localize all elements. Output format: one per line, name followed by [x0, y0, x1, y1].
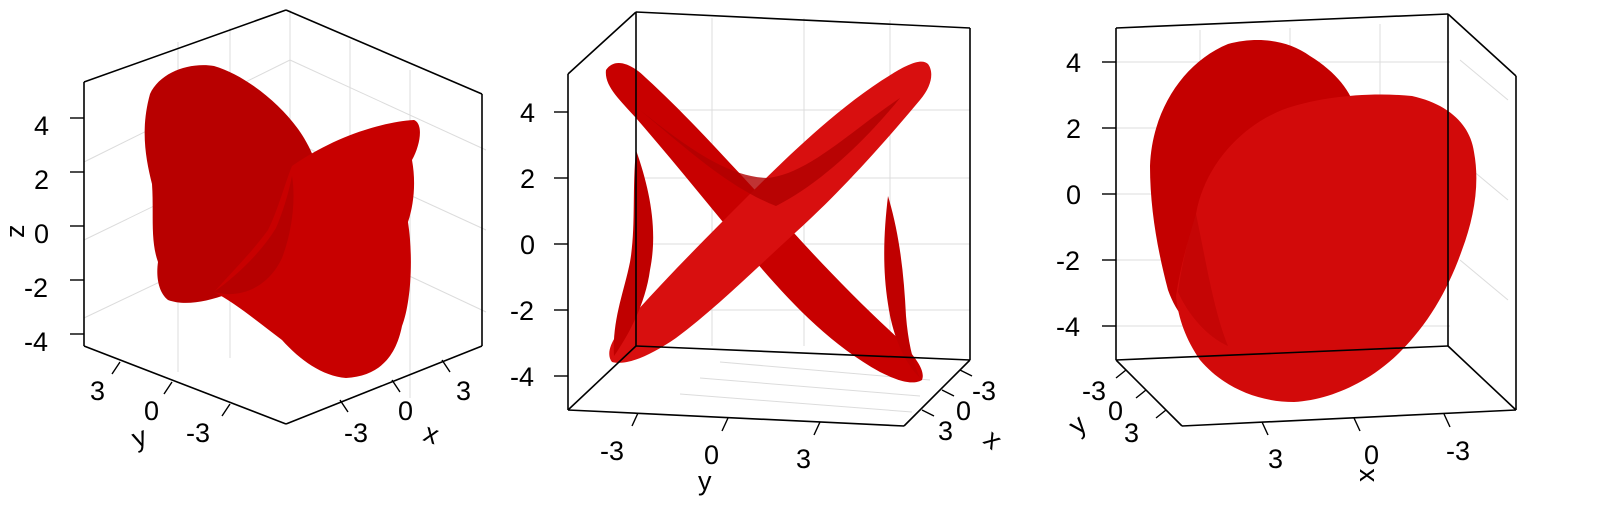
panel-3-y-tick: 0	[1108, 396, 1123, 426]
panel-1-x-tick: 0	[398, 396, 413, 426]
panel-1-x-axis: -3 0 3 x	[339, 359, 471, 450]
panel-1-y-tick: 0	[144, 396, 159, 426]
panel-3-x-tick: 3	[1268, 444, 1283, 474]
panel-2: 4 2 0 -2 -4 -3 0 3 y -3 0 3 x	[510, 11, 1008, 496]
panel-3-z-tick: 2	[1066, 114, 1081, 144]
panel-3-surface-shade	[1178, 214, 1228, 346]
panel-3-z-tick: -2	[1056, 246, 1080, 276]
panel-3-surface	[1150, 40, 1477, 402]
panel-2-z-tick: 0	[520, 230, 535, 260]
panel-2-z-tick: 4	[520, 98, 535, 128]
panel-3-x-axis: 3 0 -3 x	[1261, 413, 1470, 482]
panel-1-x-tick: -3	[344, 418, 368, 448]
panel-3-z-axis: 4 2 0 -2 -4	[1056, 48, 1116, 342]
panel-2-y-tick: 3	[796, 444, 811, 474]
panel-1-x-label: x	[420, 417, 443, 450]
panel-3-y-tick: 3	[1124, 418, 1139, 448]
panel-1-y-axis: 3 0 -3 y	[90, 361, 231, 454]
panel-2-surface-rim-right	[884, 196, 920, 378]
panel-2-z-axis: 4 2 0 -2 -4	[510, 98, 568, 392]
panel-2-surface-saddle	[640, 98, 900, 206]
panel-2-x-tick: 3	[938, 416, 953, 446]
panel-2-y-axis: -3 0 3 y	[600, 412, 821, 496]
panel-1-z-tick: -2	[24, 273, 48, 303]
panel-1-z-tick: 2	[34, 165, 49, 195]
panel-3: 4 2 0 -2 -4 -3 0 3 y 3 0 -3 x	[1056, 13, 1517, 482]
panel-1-y-tick: 3	[90, 376, 105, 406]
panel-1-z-label: z	[0, 225, 30, 239]
panel-2-x-tick: 0	[956, 396, 971, 426]
panel-1-surface-shade	[214, 176, 294, 295]
panel-3-x-label: x	[1350, 468, 1380, 482]
panel-3-y-label: y	[1063, 409, 1093, 441]
panel-3-surface-front-lobe	[1176, 94, 1477, 402]
panel-3-y-axis: -3 0 3 y	[1063, 369, 1167, 448]
panel-3-box	[1115, 13, 1517, 427]
panel-3-z-tick: 4	[1066, 48, 1081, 78]
panel-2-surface	[605, 61, 932, 383]
panel-2-y-tick: 0	[704, 440, 719, 470]
panel-2-y-label: y	[698, 466, 712, 496]
panel-2-z-tick: -2	[510, 296, 534, 326]
panel-1-x-tick: 3	[456, 376, 471, 406]
panel-2-x-label: x	[978, 424, 1008, 456]
panel-2-z-tick: -4	[510, 362, 534, 392]
panel-2-z-tick: 2	[520, 164, 535, 194]
panel-1-surface-lobe-right	[214, 120, 420, 378]
panel-1-z-tick: 0	[34, 219, 49, 249]
panel-1-y-tick: -3	[186, 418, 210, 448]
panel-3-z-tick: -4	[1056, 312, 1080, 342]
panel-3-x-tick: -3	[1446, 436, 1470, 466]
panel-3-x-tick: 0	[1364, 440, 1379, 470]
panel-1-surface	[144, 65, 420, 378]
panel-2-box	[567, 11, 971, 427]
panel-2-x-tick: -3	[972, 376, 996, 406]
panel-2-surface-rim-left	[613, 150, 654, 356]
panel-2-y-tick: -3	[600, 436, 624, 466]
panel-1-z-tick: -4	[24, 327, 48, 357]
panel-2-x-axis: -3 0 3 x	[921, 369, 1008, 456]
panel-1-z-tick: 4	[34, 111, 49, 141]
panel-1-box	[83, 9, 483, 425]
panel-1-z-axis: 4 2 0 -2 -4 z	[0, 111, 84, 357]
panel-3-y-tick: -3	[1082, 376, 1106, 406]
panel-3-z-tick: 0	[1066, 180, 1081, 210]
panel-1: 4 2 0 -2 -4 z 3 0 -3 y -3 0 3 x	[0, 9, 487, 454]
